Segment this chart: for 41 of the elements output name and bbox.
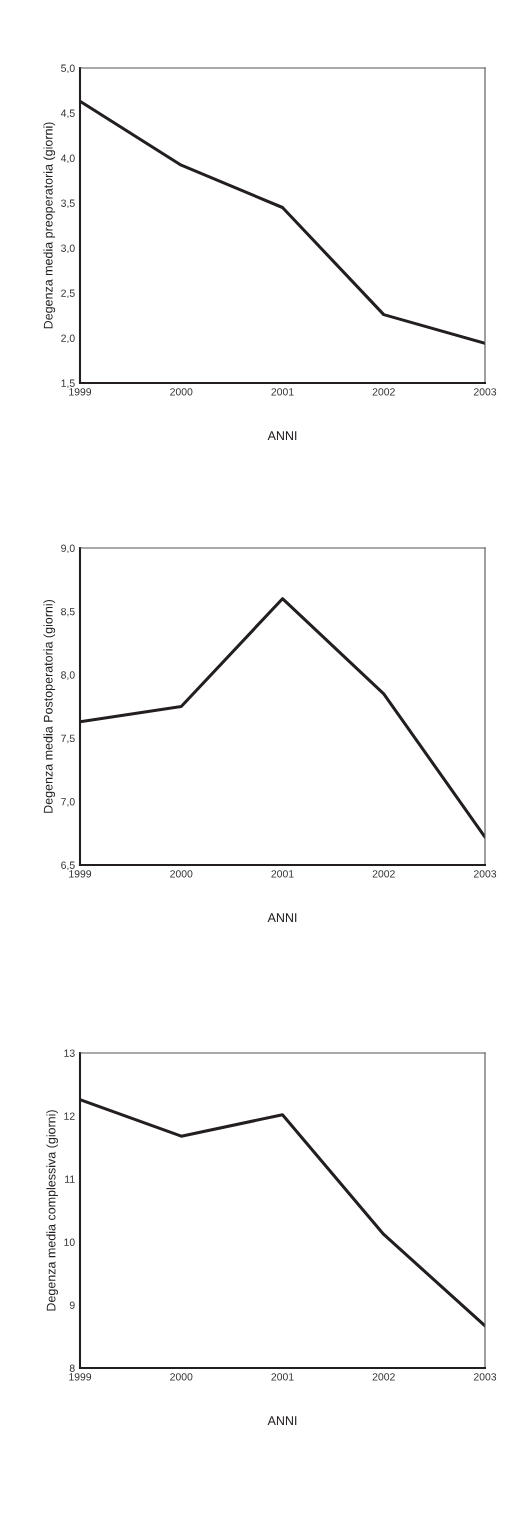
y-tick-label: 7,0 [61,798,75,807]
x-tick-label: 2003 [473,388,497,396]
y-tick-label: 4,5 [60,109,75,119]
y-tick-label: 6,5 [61,861,75,871]
x-tick-label: 2002 [372,388,395,396]
y-tick-label: 1,5 [61,379,75,389]
y-tick-label: 3,0 [61,244,75,254]
x-tick-label: 2001 [271,870,294,878]
x-tick-label: 2003 [473,1373,497,1381]
y-tick-label: 8,0 [61,671,75,680]
y-tick-label: 7,5 [61,734,75,744]
y-axis-title: Degenza media preoperatoria (giorni) [43,122,56,329]
y-tick-label: 11 [65,1175,75,1183]
y-tick-label: 4,0 [60,154,75,164]
x-tick-label: 2003 [473,870,497,878]
x-tick-label: 2001 [271,1373,294,1381]
y-axis-title: Degenza media Postoperatoria (giorni) [43,599,56,813]
x-tick-label: 1999 [69,1373,92,1381]
y-tick-label: 10 [64,1238,75,1246]
x-tick-label: 1999 [69,870,92,878]
y-tick-label: 9,0 [61,544,75,554]
y-tick-label: 8 [69,1364,75,1372]
y-tick-label: 13 [64,1049,75,1057]
x-tick-label: 2000 [170,1373,193,1381]
x-tick-label: 2000 [170,388,193,396]
x-tick-label: 2001 [271,388,294,396]
y-tick-label: 3,5 [61,199,75,209]
x-axis-title: ANNI [267,1416,297,1425]
y-tick-label: 5,0 [61,64,75,74]
x-tick-label: 2002 [372,1373,395,1381]
y-tick-label: 2,0 [61,334,75,344]
y-axis-title: Degenza media complessiva (giorni) [46,1110,58,1311]
y-tick-label: 12 [64,1112,75,1120]
x-axis-title: ANNI [267,913,297,922]
x-tick-label: 2000 [170,870,193,878]
y-tick-label: 8,5 [61,607,75,617]
y-tick-label: 9 [69,1301,75,1309]
x-tick-label: 2002 [372,870,395,878]
x-tick-label: 1999 [69,388,92,396]
x-axis-title: ANNI [267,431,297,440]
y-tick-label: 2,5 [61,289,75,299]
